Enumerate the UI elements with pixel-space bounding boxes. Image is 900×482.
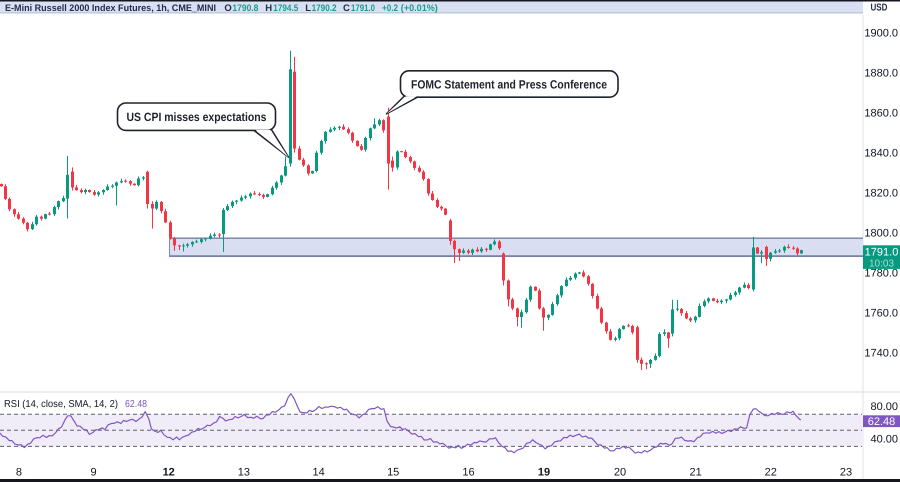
svg-text:1740.0: 1740.0: [864, 347, 898, 359]
svg-text:C: C: [343, 3, 350, 14]
svg-text:9: 9: [91, 467, 97, 479]
svg-text:USD: USD: [871, 3, 888, 14]
svg-text:US CPI misses expectations: US CPI misses expectations: [127, 110, 267, 124]
svg-text:10:03: 10:03: [869, 258, 894, 269]
svg-text:1840.0: 1840.0: [864, 148, 898, 160]
svg-text:1780.0: 1780.0: [864, 268, 898, 280]
svg-text:62.48: 62.48: [868, 416, 896, 428]
svg-text:1800.0: 1800.0: [864, 228, 898, 240]
svg-text:+0.2: +0.2: [382, 3, 398, 14]
svg-text:E-Mini Russell 2000 Index Futu: E-Mini Russell 2000 Index Futures, 1h, C…: [5, 3, 216, 14]
svg-text:1860.0: 1860.0: [864, 108, 898, 120]
svg-text:1880.0: 1880.0: [864, 68, 898, 80]
svg-text:1791.0: 1791.0: [865, 246, 899, 258]
svg-text:8: 8: [16, 467, 22, 479]
svg-text:40.00: 40.00: [870, 433, 898, 445]
svg-text:1760.0: 1760.0: [864, 307, 898, 319]
svg-text:1791.0: 1791.0: [351, 3, 375, 14]
svg-text:1900.0: 1900.0: [864, 28, 898, 40]
svg-text:22: 22: [765, 467, 777, 479]
svg-text:16: 16: [462, 467, 474, 479]
svg-text:1794.5: 1794.5: [273, 3, 299, 14]
svg-text:15: 15: [387, 467, 399, 479]
svg-text:1790.2: 1790.2: [312, 3, 337, 14]
svg-text:62.48: 62.48: [125, 399, 147, 410]
svg-text:RSI (14, close, SMA, 14, 2): RSI (14, close, SMA, 14, 2): [4, 399, 118, 410]
svg-text:80.00: 80.00: [870, 401, 898, 413]
svg-text:19: 19: [538, 467, 550, 479]
svg-text:FOMC Statement and Press Confe: FOMC Statement and Press Conference: [411, 77, 607, 91]
svg-text:12: 12: [163, 467, 175, 479]
svg-text:21: 21: [689, 467, 701, 479]
svg-text:14: 14: [312, 467, 324, 479]
svg-text:23: 23: [840, 467, 852, 479]
svg-text:(+0.01%): (+0.01%): [401, 3, 438, 14]
svg-text:H: H: [265, 3, 272, 14]
svg-text:1820.0: 1820.0: [864, 188, 898, 200]
svg-text:20: 20: [614, 467, 626, 479]
svg-text:13: 13: [238, 467, 250, 479]
svg-text:L: L: [305, 3, 311, 14]
svg-text:1790.8: 1790.8: [232, 3, 258, 14]
svg-text:O: O: [224, 3, 231, 14]
